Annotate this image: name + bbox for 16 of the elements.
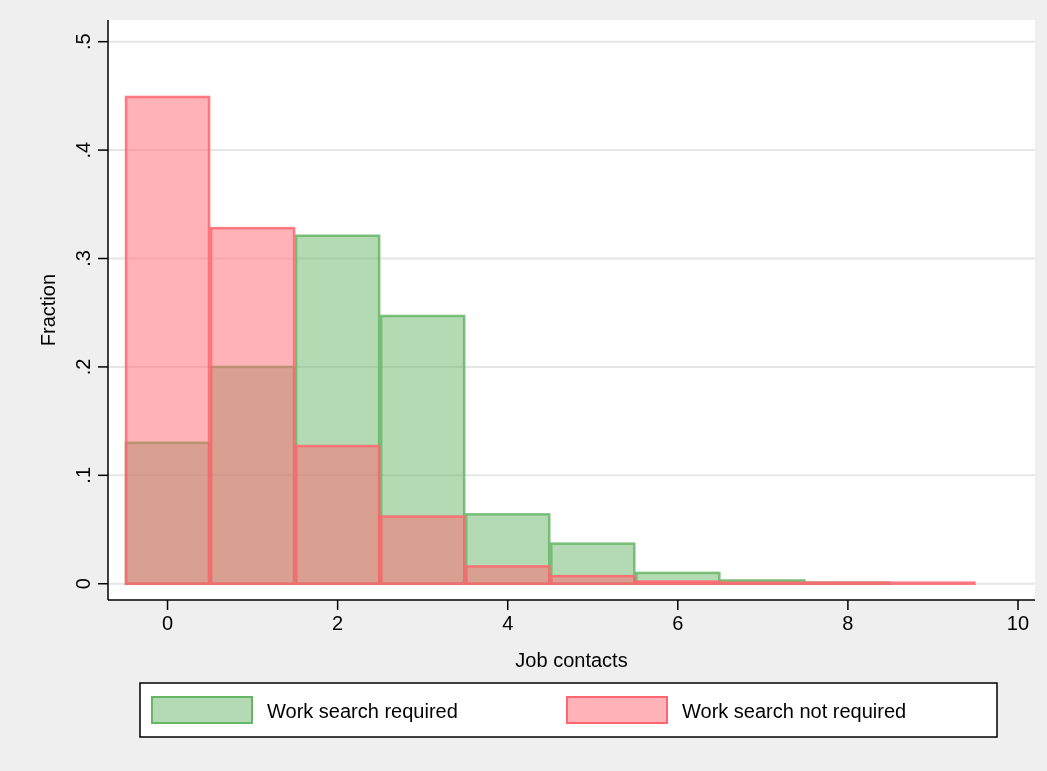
y-tick-label: .3 [72,250,94,267]
x-tick-label: 8 [842,612,854,634]
x-tick-label: 6 [672,612,684,634]
y-tick-label: .4 [72,141,94,159]
x-tick-label: 10 [1006,612,1030,634]
x-axis-title: Job contacts [515,649,628,671]
legend-label: Work search not required [682,700,907,722]
legend-label: Work search required [267,700,458,722]
y-tick-label: 0 [72,578,94,590]
y-axis-title: Fraction [37,273,59,347]
y-tick-label: .5 [72,33,94,51]
x-tick-label: 4 [502,612,514,634]
y-tick-label: .2 [72,358,94,376]
x-tick-label: 2 [332,612,344,634]
x-tick-label: 0 [161,612,174,634]
y-tick-label: .1 [72,466,94,484]
